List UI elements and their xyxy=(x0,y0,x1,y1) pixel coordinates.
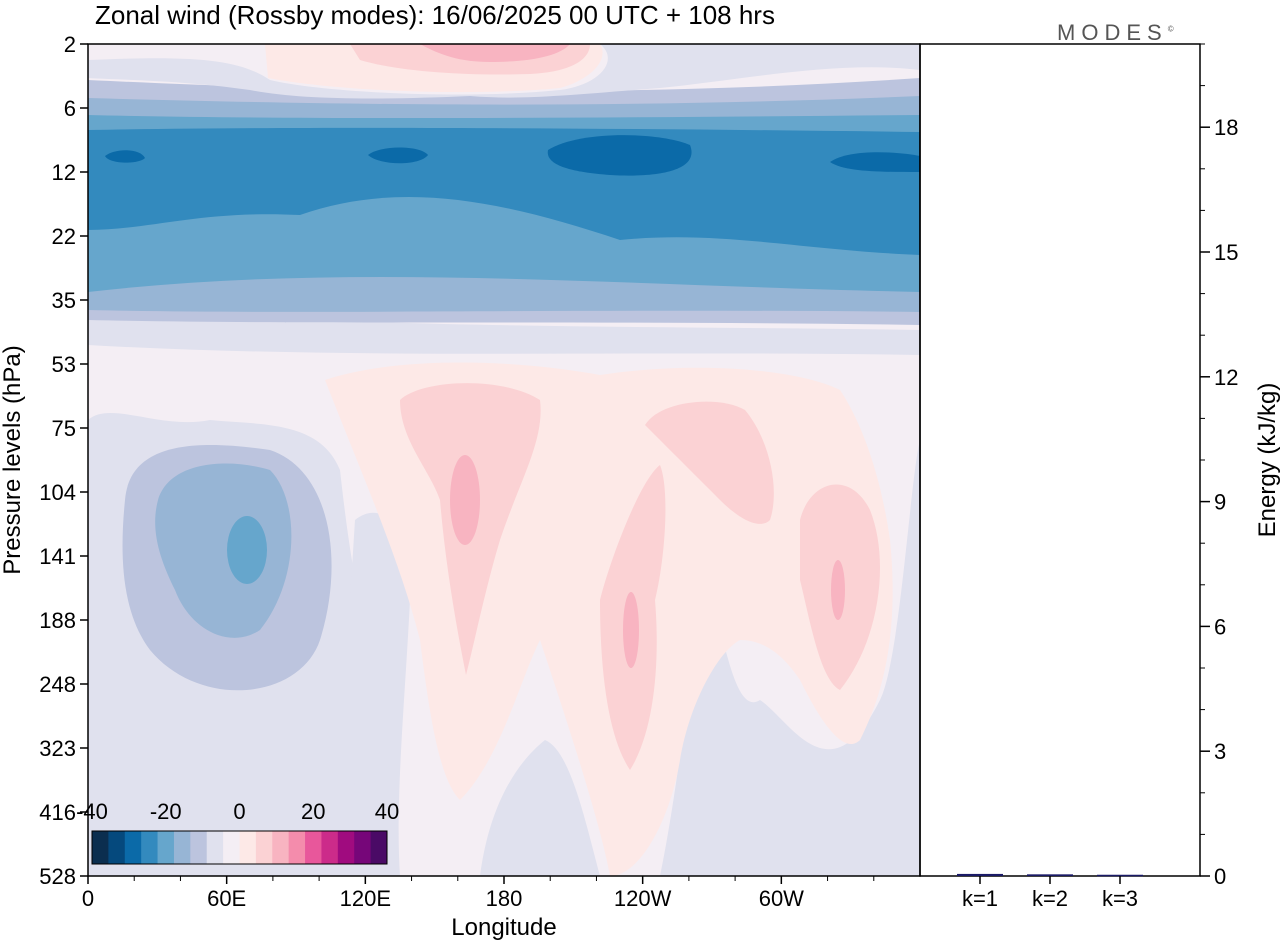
energy-axis-title: Energy (kJ/kg) xyxy=(1254,383,1280,538)
contour-region xyxy=(155,463,292,638)
energy-bar xyxy=(957,873,1003,876)
y-tick-label: 12 xyxy=(52,160,76,185)
contour-core xyxy=(368,147,428,164)
energy-tick-label: 3 xyxy=(1214,739,1226,764)
y-tick-label: 248 xyxy=(39,672,76,697)
y-tick-label: 141 xyxy=(39,544,76,569)
colorbar-tick-label: 0 xyxy=(233,799,245,824)
x-axis: 0 60E 120E 180 120W 60W xyxy=(82,876,875,911)
contour-region xyxy=(88,300,920,355)
colorbar-swatch xyxy=(124,831,142,864)
y-tick-label: 323 xyxy=(39,736,76,761)
x-axis-title: Longitude xyxy=(451,914,556,941)
colorbar-frame xyxy=(91,830,388,865)
contour-core xyxy=(830,152,920,172)
energy-tick-label: 15 xyxy=(1214,240,1238,265)
x-tick-label: 60W xyxy=(759,886,804,911)
contour-core xyxy=(450,455,480,545)
energy-bars: k=1 k=2 k=3 xyxy=(957,873,1143,911)
y-tick-label: 53 xyxy=(52,352,76,377)
colorbar-swatch xyxy=(190,831,208,864)
energy-category-label: k=2 xyxy=(1032,886,1068,911)
x-tick-label: 60E xyxy=(207,886,246,911)
colorbar-tick-label: 20 xyxy=(301,799,325,824)
y-tick-label: 528 xyxy=(39,864,76,889)
contour-core xyxy=(547,135,692,176)
energy-tick-label: 0 xyxy=(1214,864,1226,889)
energy-tick-label: 6 xyxy=(1214,614,1226,639)
colorbar-swatch xyxy=(141,831,159,864)
x-tick-label: 0 xyxy=(82,886,94,911)
contour-region xyxy=(660,440,920,876)
y-tick-label: 2 xyxy=(64,32,76,57)
brand-logo: MODES© xyxy=(1057,20,1174,46)
y-tick-label: 416 xyxy=(39,800,76,825)
colorbar-swatch xyxy=(321,831,339,864)
contour-region xyxy=(88,127,920,255)
colorbar-swatch xyxy=(305,831,322,864)
contour-core xyxy=(227,516,267,584)
energy-category-label: k=1 xyxy=(962,886,998,911)
chart-title: Zonal wind (Rossby modes): 16/06/2025 00… xyxy=(95,0,775,30)
contour-core xyxy=(420,44,570,62)
colorbar-swatch xyxy=(108,831,126,864)
contour-region xyxy=(350,512,410,876)
energy-bar xyxy=(1097,874,1143,877)
contour-field xyxy=(88,44,920,876)
contour-region xyxy=(645,401,774,524)
x-tick-label: 120W xyxy=(614,886,672,911)
x-tick-label: 120E xyxy=(340,886,391,911)
energy-category-label: k=3 xyxy=(1102,886,1138,911)
contour-region xyxy=(480,740,600,876)
colorbar-swatch xyxy=(288,831,306,864)
colorbar-swatch xyxy=(173,831,191,864)
brand-name: MODES xyxy=(1057,20,1168,45)
y-tick-label: 22 xyxy=(52,224,76,249)
colorbar-swatch xyxy=(157,831,175,864)
energy-tick-label: 18 xyxy=(1214,115,1238,140)
contour-core xyxy=(831,560,845,620)
energy-bar xyxy=(1027,874,1073,876)
brand-mark: © xyxy=(1167,24,1174,34)
colorbar-swatch xyxy=(272,831,290,864)
contour-core xyxy=(623,592,639,668)
colorbar-swatch xyxy=(239,831,257,864)
colorbar-swatch xyxy=(354,831,372,864)
colorbar-swatch xyxy=(206,831,224,864)
energy-tick-label: 9 xyxy=(1214,490,1226,515)
energy-tick-label: 12 xyxy=(1214,365,1238,390)
energy-plot-frame xyxy=(919,43,1201,877)
y-tick-label: 6 xyxy=(64,96,76,121)
colorbar-swatch xyxy=(337,831,355,864)
contour-core xyxy=(105,150,145,163)
colorbar-tick-label: 40 xyxy=(375,799,399,824)
colorbar: -40 -20 0 20 40 xyxy=(76,799,399,865)
y-tick-label: 104 xyxy=(39,480,76,505)
energy-axis: 0 3 6 9 12 15 18 xyxy=(1200,43,1238,889)
colorbar-swatch xyxy=(370,831,388,864)
x-tick-label: 180 xyxy=(486,886,523,911)
y-tick-label: 35 xyxy=(52,288,76,313)
colorbar-swatch xyxy=(223,831,240,864)
y-axis: 2 6 12 22 35 53 75 104 141 188 248 323 416 528 xyxy=(39,32,88,889)
y-axis-title: Pressure levels (hPa) xyxy=(0,345,26,574)
colorbar-tick-label: -20 xyxy=(150,799,182,824)
y-tick-label: 75 xyxy=(52,416,76,441)
colorbar-swatch xyxy=(255,831,273,864)
colorbar-swatch xyxy=(92,831,109,864)
y-tick-label: 188 xyxy=(39,608,76,633)
